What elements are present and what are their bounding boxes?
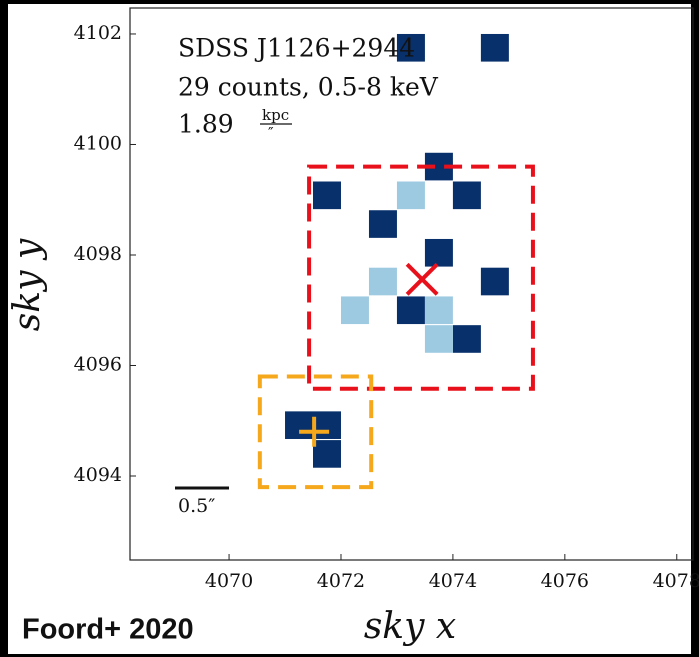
x-axis-label: sky x [364, 606, 456, 647]
subtitle: 29 counts, 0.5-8 keV [178, 73, 439, 102]
y-tick-label: 4102 [74, 22, 122, 44]
scale-unit: kpc [262, 106, 289, 124]
scale-unit: ″ [268, 124, 274, 142]
y-axis-label: sky y [7, 238, 48, 331]
count-cell [313, 411, 341, 439]
y-tick-label: 4098 [74, 243, 122, 265]
count-cell [369, 210, 397, 238]
count-cell [481, 34, 509, 62]
count-cell [425, 296, 453, 324]
y-tick-label: 4094 [74, 464, 122, 486]
count-cell [285, 411, 313, 439]
x-tick-label: 4072 [317, 570, 365, 592]
count-cell [397, 296, 425, 324]
count-cell [453, 182, 481, 210]
chart: 1.89 kpc ″ 0.5″ sky x sky y Foord+ 2020 … [0, 0, 699, 657]
scale-bar-label: 0.5″ [178, 495, 215, 517]
count-cell [313, 182, 341, 210]
y-tick-label: 4100 [74, 132, 122, 154]
count-cell [425, 239, 453, 267]
y-tick-label: 4096 [74, 354, 122, 376]
count-cell [453, 325, 481, 353]
scale-value: 1.89 [178, 110, 234, 139]
panel [8, 4, 691, 654]
count-cell [341, 296, 369, 324]
x-tick-label: 4076 [541, 570, 589, 592]
count-cell [481, 268, 509, 296]
x-tick-label: 4074 [429, 570, 477, 592]
count-cell [397, 182, 425, 210]
count-cell [425, 325, 453, 353]
title: SDSS J1126+2944 [178, 34, 415, 63]
x-tick-label: 4070 [205, 570, 253, 592]
count-cell [313, 440, 341, 468]
count-cell [369, 268, 397, 296]
x-tick-label: 4078 [653, 570, 699, 592]
credit: Foord+ 2020 [22, 614, 194, 646]
